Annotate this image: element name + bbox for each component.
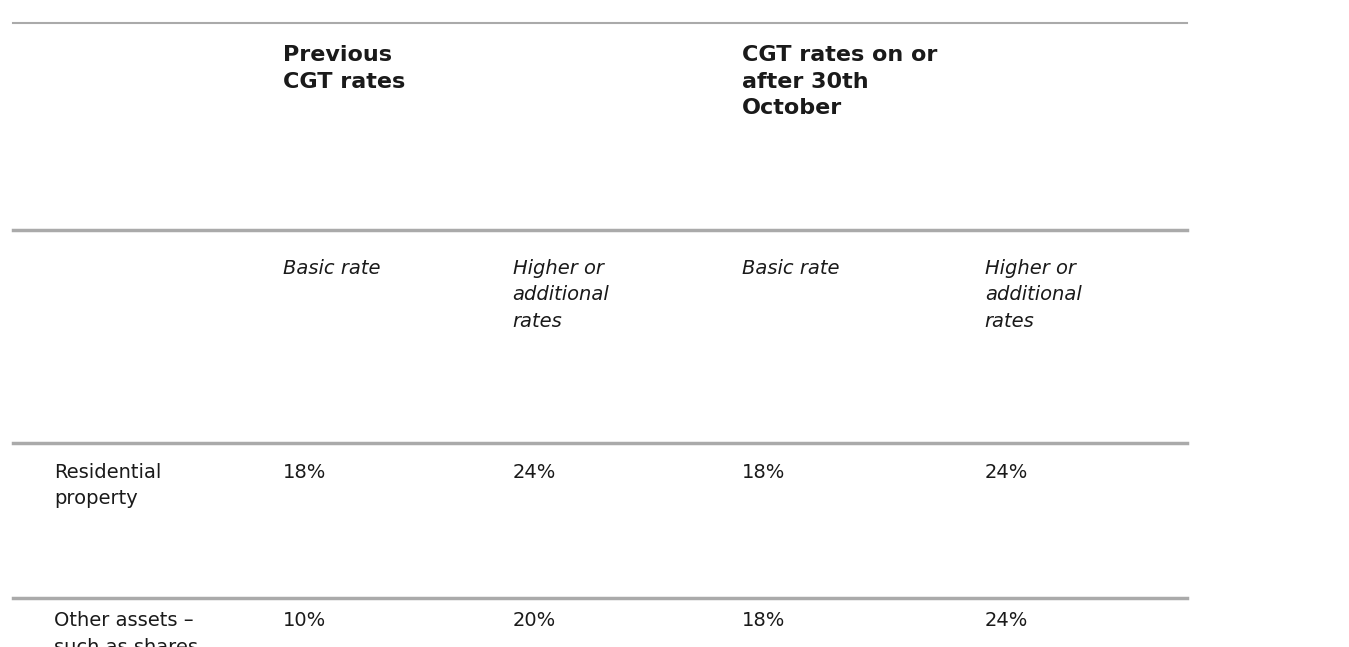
Text: Other assets –
such as shares: Other assets – such as shares [54, 611, 198, 647]
Text: Previous
CGT rates: Previous CGT rates [283, 45, 406, 92]
Text: Higher or
additional
rates: Higher or additional rates [513, 259, 610, 331]
Text: Basic rate: Basic rate [283, 259, 380, 278]
Text: 24%: 24% [985, 463, 1028, 481]
Text: CGT rates on or
after 30th
October: CGT rates on or after 30th October [742, 45, 938, 118]
Text: Basic rate: Basic rate [742, 259, 839, 278]
Text: 20%: 20% [513, 611, 556, 630]
Text: 18%: 18% [742, 463, 785, 481]
Text: Higher or
additional
rates: Higher or additional rates [985, 259, 1082, 331]
Text: 18%: 18% [283, 463, 326, 481]
Text: 18%: 18% [742, 611, 785, 630]
Text: 24%: 24% [513, 463, 556, 481]
Text: 10%: 10% [283, 611, 326, 630]
Text: Residential
property: Residential property [54, 463, 162, 508]
Text: 24%: 24% [985, 611, 1028, 630]
